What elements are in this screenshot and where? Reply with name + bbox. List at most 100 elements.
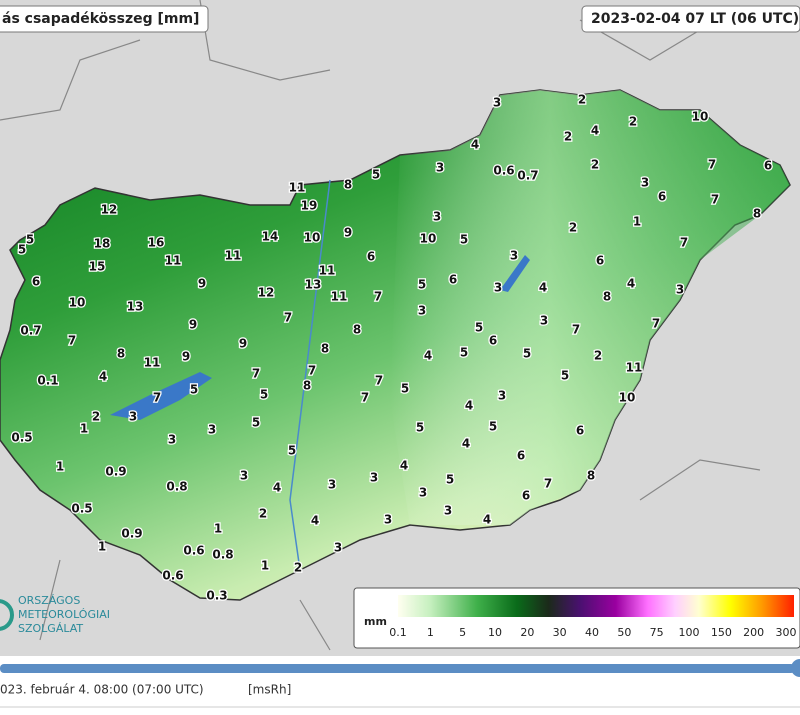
- station-value: 3: [418, 304, 426, 318]
- station-value: 7: [284, 311, 292, 325]
- station-value: 3: [540, 314, 548, 328]
- station-value: 10: [420, 232, 437, 246]
- station-value: 4: [462, 437, 470, 451]
- timeline-slider[interactable]: [0, 664, 795, 673]
- station-value: 5: [446, 473, 454, 487]
- station-value: 5: [26, 233, 34, 247]
- legend-labels: 0.1 1 5 10 20 30 40 50 75 100 150 200 300: [389, 626, 796, 639]
- station-value: 12: [101, 203, 118, 217]
- station-value: 7: [374, 290, 382, 304]
- station-value: 2: [92, 410, 100, 424]
- station-value: 3: [419, 486, 427, 500]
- station-value: 13: [305, 278, 322, 292]
- station-value: 1: [214, 522, 222, 536]
- station-value: 1: [56, 460, 64, 474]
- time-box: [581, 5, 800, 33]
- station-value: 0.9: [121, 527, 142, 541]
- station-value: 3: [498, 389, 506, 403]
- station-value: 7: [680, 236, 688, 250]
- legend-label: 20: [520, 626, 534, 639]
- station-value: 14: [262, 230, 279, 244]
- station-value: 8: [344, 178, 352, 192]
- legend-label: 300: [776, 626, 797, 639]
- station-value: 9: [198, 277, 206, 291]
- station-value: 5: [252, 416, 260, 430]
- station-value: 9: [182, 350, 190, 364]
- title: ás csapadékösszeg [mm]: [2, 11, 199, 27]
- station-value: 6: [489, 334, 497, 348]
- station-value: 3: [328, 478, 336, 492]
- station-value: 8: [117, 347, 125, 361]
- station-value: 3: [433, 210, 441, 224]
- station-value: 7: [361, 391, 369, 405]
- station-value: 7: [68, 334, 76, 348]
- station-value: 7: [652, 317, 660, 331]
- title-box: [0, 5, 209, 33]
- station-value: 13: [127, 300, 144, 314]
- station-value: 2: [294, 561, 302, 575]
- station-value: 0.7: [517, 169, 538, 183]
- station-value: 3: [444, 504, 452, 518]
- station-value: 4: [591, 124, 599, 138]
- station-value: 0.6: [183, 544, 204, 558]
- east-shade: [390, 90, 790, 525]
- station-value: 0.8: [166, 480, 187, 494]
- legend-label: 0.1: [389, 626, 407, 639]
- station-value: 3: [240, 469, 248, 483]
- station-value: 3: [510, 249, 518, 263]
- legend-label: 200: [743, 626, 764, 639]
- station-value: 10: [619, 391, 636, 405]
- station-value: 5: [489, 420, 497, 434]
- station-value: 5: [372, 168, 380, 182]
- station-value: 8: [753, 207, 761, 221]
- station-value: 1: [633, 215, 641, 229]
- station-value: 5: [460, 346, 468, 360]
- logo-line: ORSZÁGOS: [18, 594, 80, 607]
- legend-unit: mm: [364, 615, 387, 628]
- station-value: 3: [494, 281, 502, 295]
- station-value: 7: [153, 391, 161, 405]
- footer-time: 023. február 4. 08:00 (07:00 UTC): [0, 683, 204, 697]
- station-value: 9: [239, 337, 247, 351]
- station-value: 11: [144, 356, 161, 370]
- station-value: 6: [517, 449, 525, 463]
- station-value: 5: [523, 347, 531, 361]
- station-value: 12: [258, 286, 275, 300]
- legend-label: 5: [459, 626, 466, 639]
- station-value: 5: [190, 383, 198, 397]
- legend-label: 10: [488, 626, 502, 639]
- station-value: 16: [148, 236, 165, 250]
- station-value: 1: [98, 540, 106, 554]
- station-value: 10: [69, 296, 86, 310]
- station-value: 11: [289, 181, 306, 195]
- station-value: 10: [304, 231, 321, 245]
- borders: [0, 0, 761, 651]
- station-value: 7: [572, 323, 580, 337]
- station-value: 5: [288, 444, 296, 458]
- station-value: 1: [80, 422, 88, 436]
- legend-label: 100: [679, 626, 700, 639]
- station-value: 4: [424, 349, 432, 363]
- station-value: 0.3: [206, 589, 227, 603]
- legend-label: 150: [711, 626, 732, 639]
- station-value: 4: [539, 281, 547, 295]
- station-value: 5: [475, 321, 483, 335]
- station-value: 6: [32, 275, 40, 289]
- slider-handle[interactable]: [791, 659, 800, 677]
- station-value: 6: [449, 273, 457, 287]
- station-value: 0.7: [20, 324, 41, 338]
- station-value: 2: [569, 221, 577, 235]
- legend-label: 30: [553, 626, 567, 639]
- station-value: 8: [587, 469, 595, 483]
- station-value: 11: [626, 361, 643, 375]
- station-value: 0.5: [11, 431, 32, 445]
- station-value: 4: [400, 459, 408, 473]
- station-value: 6: [596, 254, 604, 268]
- station-value: 2: [629, 115, 637, 129]
- legend-label: 1: [427, 626, 434, 639]
- station-value: 8: [303, 379, 311, 393]
- station-value: 6: [522, 489, 530, 503]
